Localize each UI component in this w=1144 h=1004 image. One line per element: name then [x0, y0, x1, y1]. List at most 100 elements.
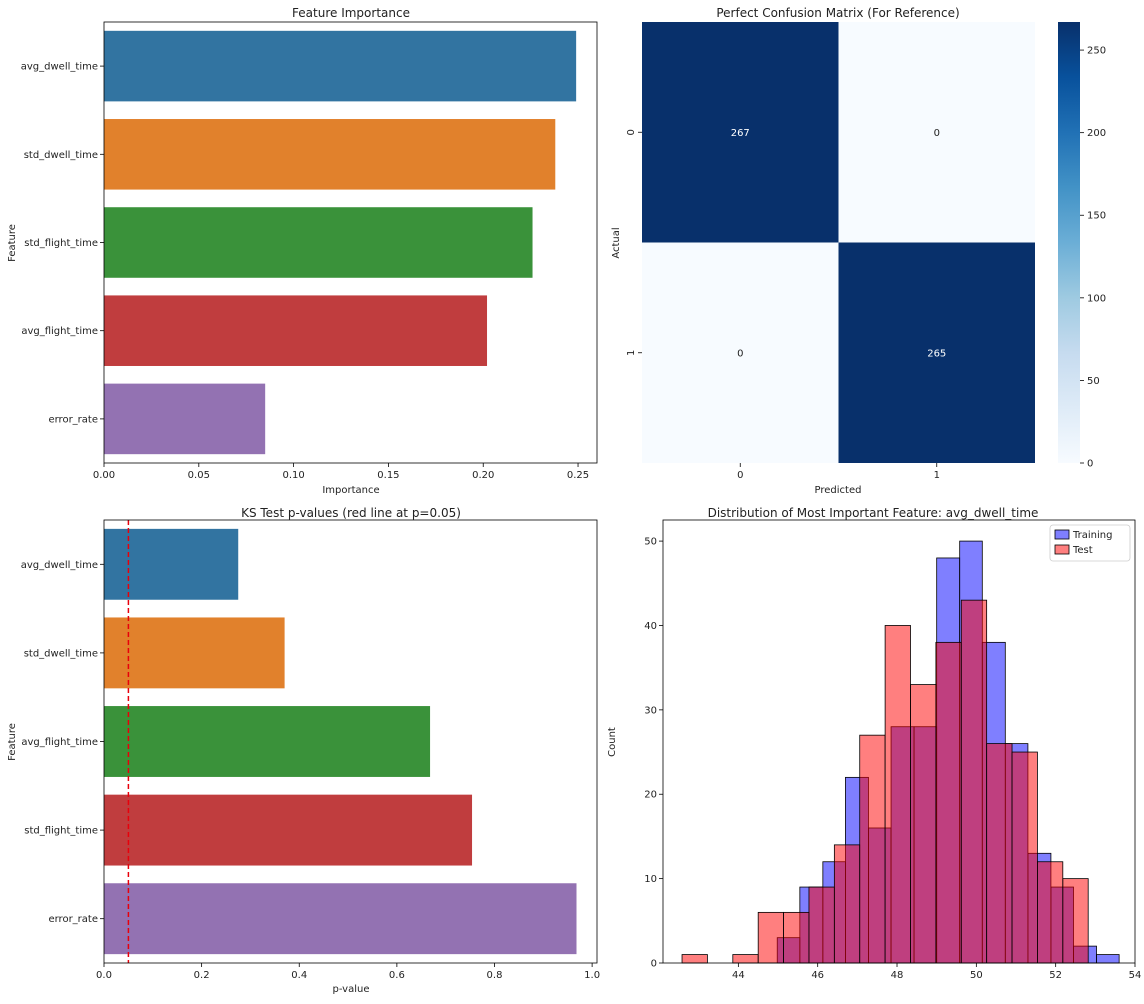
matrix-cell-value: 0	[934, 128, 940, 139]
hist-bar-test	[1062, 878, 1089, 964]
histogram-panel: Distribution of Most Important Feature: …	[607, 506, 1141, 981]
ks-xtick-label: 0.8	[487, 970, 503, 981]
hist-xtick-label: 54	[1129, 970, 1142, 981]
importance-xtick-label: 0.25	[567, 470, 589, 481]
hist-ytick-label: 30	[644, 705, 657, 716]
importance-bar-std_flight_time	[104, 207, 533, 278]
importance-bar-std_dwell_time	[104, 119, 556, 190]
ks-test-panel: KS Test p-values (red line at p=0.05) av…	[7, 506, 600, 995]
feature-importance-ylabel: Feature	[7, 224, 18, 262]
matrix-xtick-label: 0	[737, 470, 743, 481]
importance-xtick-label: 0.05	[188, 470, 210, 481]
feature-importance-title: Feature Importance	[292, 6, 410, 20]
hist-bar-test	[986, 743, 1013, 964]
hist-xtick-label: 48	[891, 970, 904, 981]
colorbar-tick-label: 0	[1087, 459, 1093, 470]
hist-bar-test	[757, 911, 784, 964]
histogram-title: Distribution of Most Important Feature: …	[708, 506, 1039, 520]
histogram-ylabel: Count	[607, 727, 618, 757]
importance-ytick-label: std_dwell_time	[24, 150, 98, 161]
ks-test-title: KS Test p-values (red line at p=0.05)	[241, 506, 461, 520]
ks-ytick-label: std_dwell_time	[24, 648, 98, 659]
legend-swatch-test	[1054, 544, 1070, 555]
hist-bar-test	[910, 684, 937, 964]
colorbar-tick-label: 250	[1087, 46, 1106, 57]
matrix-cell	[838, 242, 1035, 463]
legend-label-test: Test	[1072, 545, 1093, 556]
colorbar-tick-label: 200	[1087, 128, 1106, 139]
ks-xtick-label: 0.0	[96, 970, 112, 981]
matrix-cell	[642, 22, 839, 243]
importance-ytick-label: error_rate	[48, 414, 98, 425]
importance-bar-avg_dwell_time	[104, 30, 577, 102]
feature-importance-frame	[103, 21, 598, 464]
hist-bar-test	[960, 599, 988, 964]
importance-bar-avg_flight_time	[104, 295, 488, 366]
hist-bar-test	[783, 911, 810, 964]
importance-ytick-label: avg_dwell_time	[21, 62, 98, 73]
colorbar-tick-label: 150	[1087, 211, 1106, 222]
colorbar-tick-label: 100	[1087, 293, 1106, 304]
hist-bar-test	[935, 641, 962, 964]
colorbar	[1058, 22, 1080, 463]
hist-xtick-label: 52	[1049, 970, 1062, 981]
feature-importance-panel: Feature Importance avg_dwell_time std_dwe…	[7, 6, 598, 496]
ks-xtick-label: 0.2	[194, 970, 210, 981]
importance-ytick-label: std_flight_time	[24, 238, 98, 249]
matrix-ytick-label: 1	[626, 350, 637, 356]
hist-bar-test	[833, 844, 861, 964]
confusion-matrix-panel: Perfect Confusion Matrix (For Reference)…	[611, 6, 1106, 496]
hist-bar-training	[1096, 954, 1120, 964]
hist-xtick-label: 44	[732, 970, 745, 981]
confusion-matrix-title: Perfect Confusion Matrix (For Reference)	[716, 6, 959, 20]
hist-bar-test	[1011, 751, 1038, 964]
ks-xtick-label: 0.6	[389, 970, 405, 981]
ks-ytick-label: std_flight_time	[24, 826, 98, 837]
hist-bar-test	[884, 625, 911, 964]
hist-ytick-label: 0	[651, 959, 657, 970]
matrix-cell-value: 267	[731, 128, 750, 139]
hist-bar-test	[732, 954, 759, 964]
confusion-matrix-ylabel: Actual	[611, 227, 622, 258]
importance-ytick-label: avg_flight_time	[21, 326, 98, 337]
hist-bar-test	[681, 954, 708, 964]
histogram-frame	[662, 519, 1136, 964]
matrix-xtick-label: 1	[934, 470, 940, 481]
ks-test-xlabel: p-value	[332, 984, 369, 995]
ks-bar-avg_dwell_time	[104, 528, 239, 600]
hist-bar-test	[859, 734, 886, 964]
ks-xtick-label: 0.4	[291, 970, 307, 981]
hist-ytick-label: 20	[644, 790, 657, 801]
hist-bar-test	[1037, 861, 1064, 964]
importance-xtick-label: 0.20	[472, 470, 494, 481]
feature-importance-xlabel: Importance	[322, 485, 379, 496]
importance-xtick-label: 0.00	[93, 470, 115, 481]
matrix-cell-value: 0	[737, 348, 743, 359]
ks-bar-std_flight_time	[104, 794, 473, 866]
matrix-cell	[642, 242, 839, 463]
ks-test-ylabel: Feature	[7, 723, 18, 761]
matrix-cell	[838, 22, 1035, 243]
legend-swatch-training	[1054, 529, 1070, 540]
ks-bar-avg_flight_time	[104, 706, 431, 777]
importance-xtick-label: 0.15	[377, 470, 399, 481]
importance-bar-error_rate	[104, 383, 266, 455]
confusion-matrix-xlabel: Predicted	[815, 485, 862, 496]
ks-bar-error_rate	[104, 883, 577, 955]
hist-xtick-label: 46	[811, 970, 824, 981]
colorbar-tick-label: 50	[1087, 376, 1100, 387]
hist-ytick-label: 40	[644, 621, 657, 632]
ks-bar-std_dwell_time	[104, 617, 285, 689]
ks-test-frame	[103, 519, 598, 964]
legend-label-training: Training	[1072, 530, 1112, 541]
hist-xtick-label: 50	[970, 970, 983, 981]
hist-bar-test	[808, 886, 835, 964]
ks-ytick-label: error_rate	[48, 914, 98, 925]
hist-ytick-label: 50	[644, 537, 657, 548]
ks-ytick-label: avg_flight_time	[21, 737, 98, 748]
ks-xtick-label: 1.0	[584, 970, 600, 981]
ks-ytick-label: avg_dwell_time	[21, 560, 98, 571]
matrix-cell-value: 265	[927, 348, 946, 359]
matrix-ytick-label: 0	[626, 129, 637, 135]
